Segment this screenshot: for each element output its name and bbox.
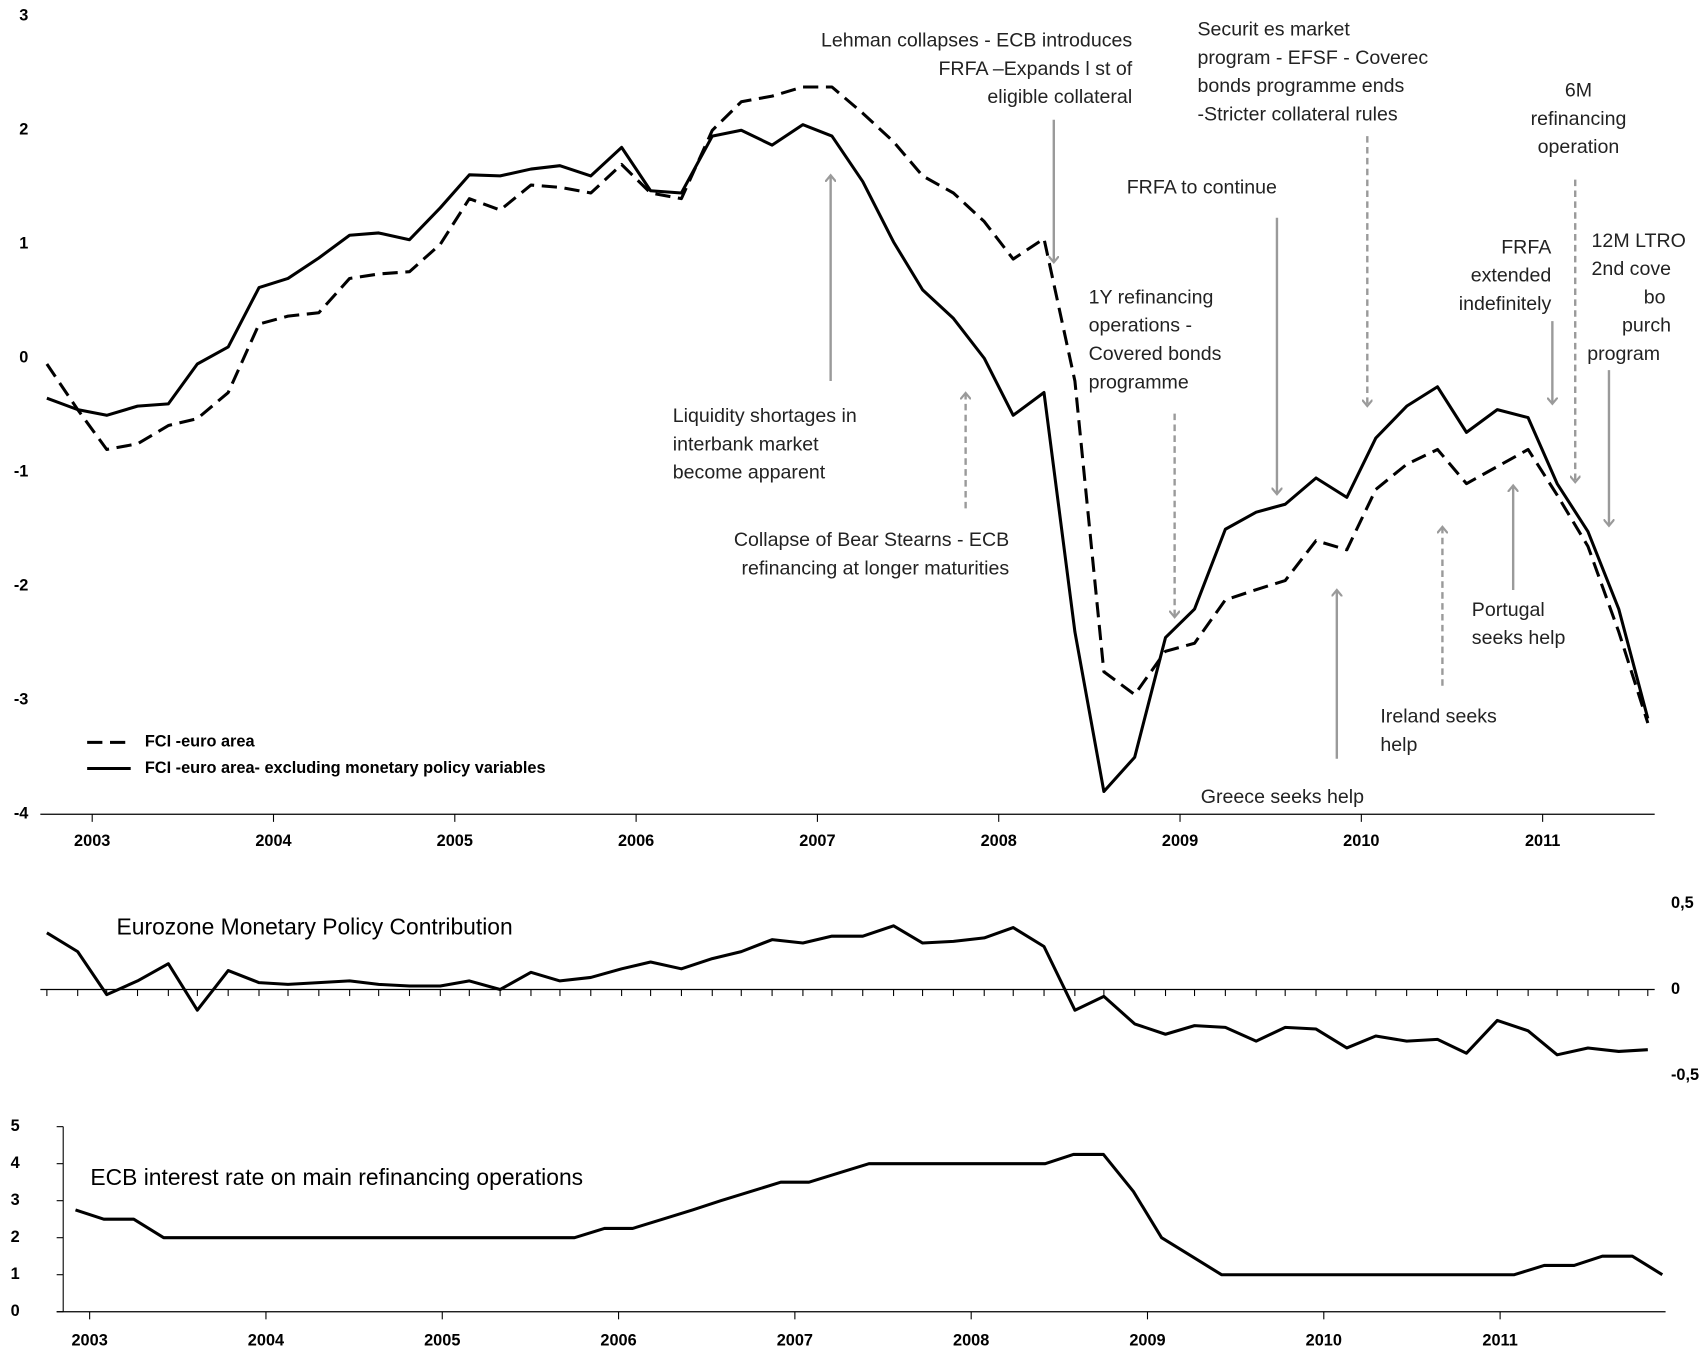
annotation-text: FRFA [1501, 236, 1552, 258]
annotation-text: Lehman collapses - ECB introduces [821, 30, 1132, 52]
annotation-text: bonds programme ends [1197, 75, 1404, 97]
x-tick-label: 2006 [618, 832, 654, 850]
annotation-text: Liquidity shortages in [673, 405, 857, 427]
y-tick-label: 0,5 [1671, 894, 1694, 912]
annotation-text: purch [1622, 315, 1671, 337]
annotation-text: 2nd cove [1592, 258, 1672, 280]
annotation-text: Collapse of Bear Stearns - ECB [734, 529, 1009, 551]
y-tick-label: 4 [11, 1154, 20, 1172]
annotation-text: -Stricter collateral rules [1197, 104, 1397, 126]
panel-title: ECB interest rate on main refinancing op… [90, 1164, 583, 1190]
line-series [45, 85, 1650, 724]
annotation-text: 1Y refinancing [1089, 286, 1214, 308]
annotation-text: programme [1089, 371, 1189, 393]
annotation-text: FRFA to continue [1127, 176, 1277, 198]
x-tick-label: 2005 [424, 1331, 460, 1349]
annotation-text: 12M LTRO [1592, 230, 1686, 252]
annotation-text: extended [1471, 265, 1552, 287]
y-tick-label: 2 [11, 1228, 20, 1246]
y-tick-label: -1 [14, 463, 29, 481]
y-tick-label: 5 [11, 1117, 20, 1135]
panel-title: Eurozone Monetary Policy Contribution [117, 914, 513, 940]
annotation-text: bo [1644, 286, 1666, 308]
line-series [46, 924, 1648, 1057]
annotation-text: seeks help [1472, 627, 1566, 649]
annotation-text: program - EFSF - Coverec [1197, 47, 1428, 69]
x-tick-label: 2008 [981, 832, 1017, 850]
annotation-text: Ireland seeks [1380, 706, 1497, 728]
y-tick-label: 3 [11, 1191, 20, 1209]
y-tick-label: 0 [11, 1302, 20, 1320]
x-tick-label: 2009 [1129, 1331, 1165, 1349]
y-tick-label: 0 [1671, 980, 1680, 998]
x-tick-label: 2007 [777, 1331, 813, 1349]
x-tick-label: 2006 [600, 1331, 636, 1349]
y-tick-label: 1 [19, 235, 28, 253]
annotation-text: refinancing [1531, 108, 1627, 130]
y-tick-label: 3 [19, 7, 28, 25]
y-tick-label: -3 [14, 691, 29, 709]
annotation-text: Greece seeks help [1201, 786, 1364, 808]
annotation-text: Portugal [1472, 599, 1545, 621]
annotation-text: refinancing at longer maturities [741, 557, 1009, 579]
annotation-text: interbank market [673, 433, 819, 455]
legend-label: FCI -euro area- excluding monetary polic… [145, 759, 546, 777]
y-tick-label: -2 [14, 577, 29, 595]
annotation-text: operations - [1089, 315, 1192, 337]
x-tick-label: 2008 [953, 1331, 989, 1349]
x-tick-label: 2005 [437, 832, 473, 850]
line-series [75, 1152, 1664, 1277]
x-tick-label: 2010 [1343, 832, 1379, 850]
line-series [46, 123, 1650, 794]
x-tick-label: 2010 [1306, 1331, 1342, 1349]
annotation-text: program [1587, 343, 1660, 365]
annotation-text: Covered bonds [1089, 343, 1222, 365]
y-tick-label: 0 [19, 349, 28, 367]
x-tick-label: 2007 [799, 832, 835, 850]
annotation-text: operation [1538, 136, 1620, 158]
y-tick-label: -4 [14, 805, 29, 823]
x-tick-label: 2003 [74, 832, 110, 850]
annotation-text: indefinitely [1459, 293, 1552, 315]
x-tick-label: 2009 [1162, 832, 1198, 850]
annotation-text: help [1380, 734, 1417, 756]
y-tick-label: 2 [19, 121, 28, 139]
annotation-text: 6M [1565, 80, 1592, 102]
x-tick-label: 2004 [255, 832, 291, 850]
annotation-text: eligible collateral [987, 86, 1132, 108]
annotation-text: FRFA –Expands l st of [938, 58, 1132, 80]
annotation-text: Securit es market [1197, 19, 1350, 41]
x-tick-label: 2003 [71, 1331, 107, 1349]
x-tick-label: 2004 [248, 1331, 284, 1349]
x-tick-label: 2011 [1482, 1331, 1517, 1349]
x-tick-label: 2011 [1525, 832, 1560, 850]
y-tick-label: 1 [11, 1265, 20, 1283]
y-tick-label: -0,5 [1671, 1066, 1699, 1084]
annotation-text: become apparent [673, 462, 826, 484]
legend-label: FCI -euro area [145, 733, 256, 751]
